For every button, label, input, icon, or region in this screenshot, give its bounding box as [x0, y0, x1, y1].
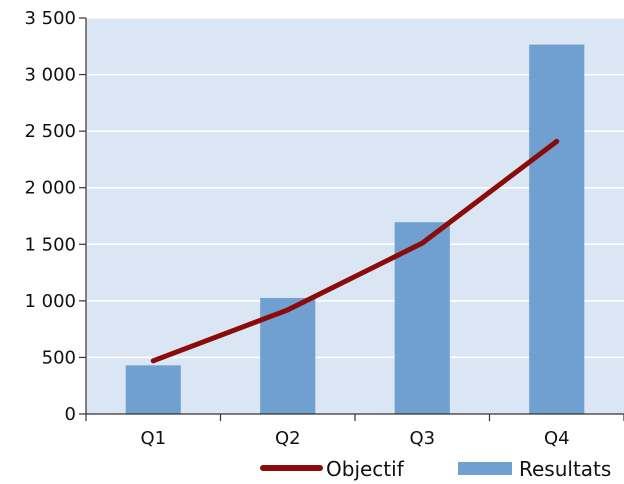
x-tick-label: Q4 [544, 428, 570, 449]
legend-label-resultats: Resultats [519, 457, 611, 481]
x-tick-label: Q1 [140, 428, 166, 449]
line-series [150, 138, 560, 364]
y-tick-label: 2 000 [24, 178, 76, 199]
y-tick-label: 1 000 [24, 291, 76, 312]
objectif-line [150, 138, 560, 364]
legend: Objectif Resultats [260, 457, 611, 481]
bar-q4 [529, 44, 585, 415]
y-tick-label: 500 [42, 347, 76, 368]
legend-swatch-resultats [458, 462, 512, 475]
y-tick-label: 2 500 [24, 121, 76, 142]
y-tick-label: 3 500 [24, 8, 76, 29]
x-tick-label: Q2 [275, 428, 301, 449]
y-axis-ticks: 0 500 1 000 1 500 2 000 2 500 3 000 3 500 [24, 8, 86, 425]
y-tick-label: 0 [65, 404, 76, 425]
x-tick-label: Q3 [409, 428, 435, 449]
bar-series [125, 44, 585, 415]
legend-label-objectif: Objectif [326, 457, 405, 481]
y-tick-label: 1 500 [24, 234, 76, 255]
y-tick-label: 3 000 [24, 65, 76, 86]
bar-q1 [125, 365, 181, 414]
x-axis-ticks: Q1 Q2 Q3 Q4 [85, 414, 624, 449]
